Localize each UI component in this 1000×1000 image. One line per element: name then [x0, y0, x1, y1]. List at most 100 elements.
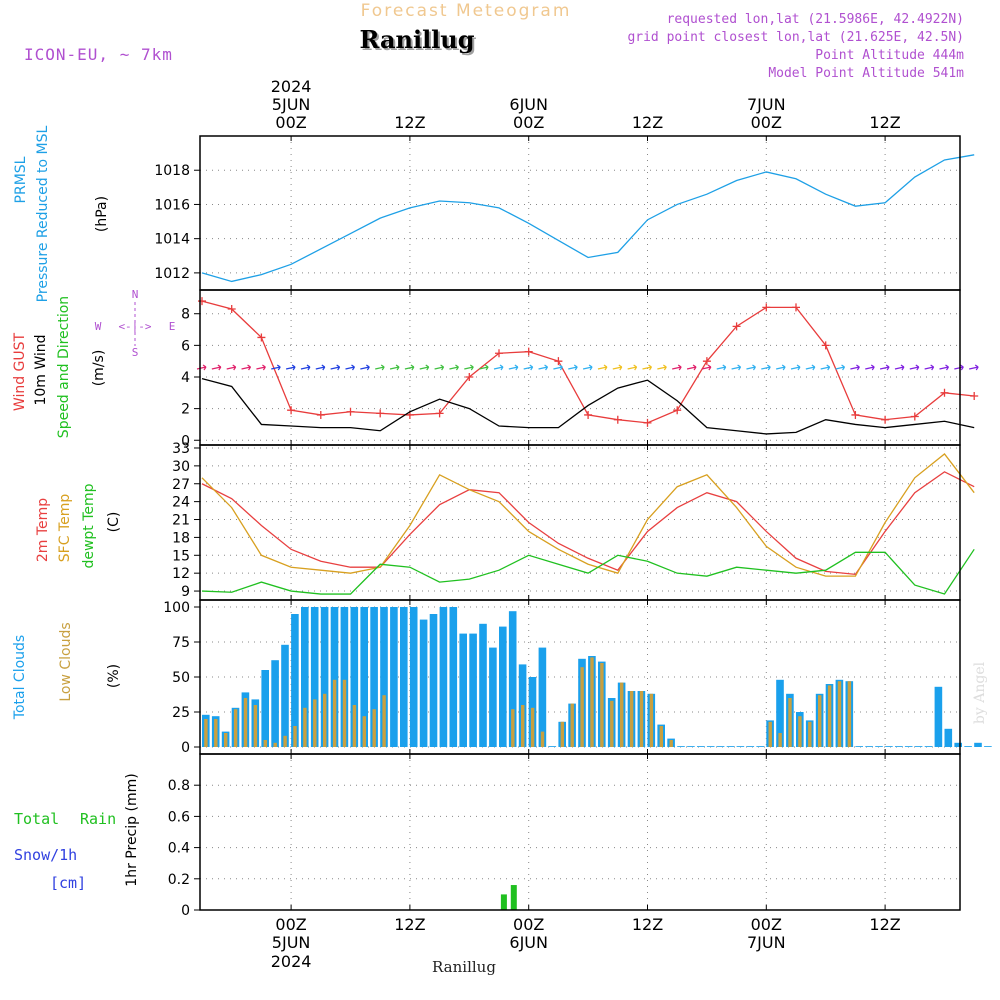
- total-cloud-bar: [974, 742, 982, 747]
- total-cloud-bar: [409, 607, 418, 747]
- low-cloud-bar: [590, 657, 594, 747]
- total-cloud-bar: [875, 746, 883, 747]
- wind-arrow-icon: [939, 364, 949, 371]
- ytick-label: 0.2: [168, 872, 190, 888]
- temp-label-sfc: SFC Temp: [57, 494, 73, 563]
- low-cloud-bar: [639, 691, 644, 747]
- wind-arrow-icon: [924, 364, 935, 371]
- wind-label-gust: Wind GUST: [12, 332, 28, 411]
- wind-arrow-icon: [568, 364, 578, 371]
- bottom-tick-label: 12Z: [869, 915, 900, 934]
- gust-series-marker: [257, 333, 266, 342]
- total-cloud-bar: [301, 607, 309, 747]
- total-cloud-bar: [271, 660, 279, 747]
- low-cloud-bar: [323, 693, 327, 747]
- ytick-label: 21: [172, 513, 190, 529]
- low-cloud-bar: [610, 700, 614, 747]
- wind-arrow-icon: [627, 364, 638, 371]
- low-cloud-bar: [273, 742, 277, 747]
- top-tick-label: 00Z: [751, 113, 782, 132]
- panel-1: 1012 1014 1016 1018: [154, 136, 960, 290]
- total-cloud-bar: [756, 746, 764, 747]
- temp-label-2m: 2m Temp: [35, 498, 51, 562]
- low-cloud-bar: [837, 681, 842, 747]
- bottom-date-label: 7JUN: [747, 933, 786, 952]
- top-tick-label: 12Z: [632, 113, 663, 132]
- ytick-label: 0.4: [168, 841, 190, 857]
- temp2m-series: [201, 471, 975, 576]
- wind-arrow-icon: [479, 364, 489, 371]
- point-altitude: Point Altitude 444m: [815, 48, 964, 63]
- ytick-label: 8: [181, 307, 190, 323]
- pressure-series-line: [201, 154, 975, 283]
- gust-series-marker: [792, 303, 800, 312]
- ytick-label: 0.8: [168, 778, 190, 794]
- low-cloud-bar: [243, 698, 248, 747]
- wind-arrow-icon: [434, 364, 445, 371]
- low-cloud-bar: [253, 705, 258, 747]
- temp2m-series-line: [201, 471, 975, 576]
- ytick-label: 33: [172, 441, 190, 457]
- low-cloud-bar: [214, 719, 218, 747]
- ytick-label: 15: [172, 548, 190, 564]
- low-cloud-bar: [649, 693, 654, 747]
- total-cloud-bar: [548, 746, 557, 747]
- gust-series-marker: [851, 410, 860, 419]
- low-cloud-bar: [511, 709, 515, 747]
- ytick-label: 12: [172, 566, 190, 582]
- wind-arrows: [196, 364, 979, 371]
- total-cloud-bar: [479, 623, 487, 747]
- cloud-label-total: Total Clouds: [12, 635, 28, 720]
- total-cloud-bar: [716, 746, 725, 747]
- top-date-label: 5JUN: [272, 95, 311, 114]
- low-cloud-bar: [570, 703, 574, 747]
- cloud-unit: (%): [106, 664, 122, 688]
- wind-arrow-icon: [464, 364, 474, 371]
- gust-series-marker: [584, 410, 593, 419]
- low-cloud-bar: [293, 726, 297, 747]
- total-cloud-bar: [904, 746, 913, 747]
- gust-series-line: [201, 300, 975, 424]
- wind-arrow-icon: [597, 364, 608, 371]
- wind-arrow-icon: [776, 364, 786, 371]
- wind-arrow-icon: [582, 364, 593, 371]
- wind-labels: Wind GUST 10m Wind Speed and Direction (…: [12, 288, 175, 438]
- gust-series-marker: [554, 357, 563, 366]
- wind-arrow-icon: [850, 364, 860, 371]
- gust-series-marker: [673, 406, 682, 415]
- wind-arrow-icon: [226, 364, 237, 371]
- ytick-label: 6: [181, 338, 190, 354]
- wind-arrow-icon: [196, 364, 207, 371]
- precip-label-rain: Rain: [80, 810, 116, 828]
- dew-series-line: [201, 548, 975, 595]
- low-cloud-bar: [224, 733, 228, 747]
- total-cloud-bar: [350, 607, 359, 747]
- low-cloud-bar: [530, 707, 535, 747]
- pressure-labels: PRMSL Pressure Reduced to MSL (hPa): [13, 125, 110, 302]
- total-cloud-bar: [320, 607, 329, 747]
- low-cloud-bar: [818, 695, 822, 747]
- ytick-label: 18: [172, 530, 190, 546]
- bottom-tick-label: 12Z: [632, 915, 663, 934]
- wind-arrow-icon: [672, 364, 682, 371]
- total-cloud-bar: [538, 647, 547, 747]
- location-title-shadow: Ranillug: [361, 27, 476, 56]
- total-cloud-bar: [429, 614, 438, 747]
- total-cloud-bar: [895, 746, 903, 747]
- wind-arrow-icon: [404, 364, 415, 371]
- precip-labels: Total Rain Snow/1h [cm] 1hr Precip (mm): [14, 773, 140, 892]
- ytick-label: 100: [163, 600, 190, 616]
- sfc-series-line: [201, 453, 975, 577]
- wind-label-10m: 10m Wind: [33, 334, 49, 405]
- total-cloud-bar: [508, 611, 517, 747]
- pressure-label-1: PRMSL: [13, 156, 29, 203]
- wind-arrow-icon: [285, 364, 296, 371]
- wind-arrow-icon: [731, 364, 742, 371]
- compass-e: E: [169, 320, 176, 333]
- total-cloud-bar: [400, 607, 408, 747]
- cloud-label-low: Low Clouds: [58, 622, 74, 701]
- bottom-date-label: 5JUN: [272, 933, 311, 952]
- compass-w: W: [95, 320, 102, 333]
- gust-series-marker: [940, 388, 949, 397]
- low-cloud-bar: [352, 705, 357, 747]
